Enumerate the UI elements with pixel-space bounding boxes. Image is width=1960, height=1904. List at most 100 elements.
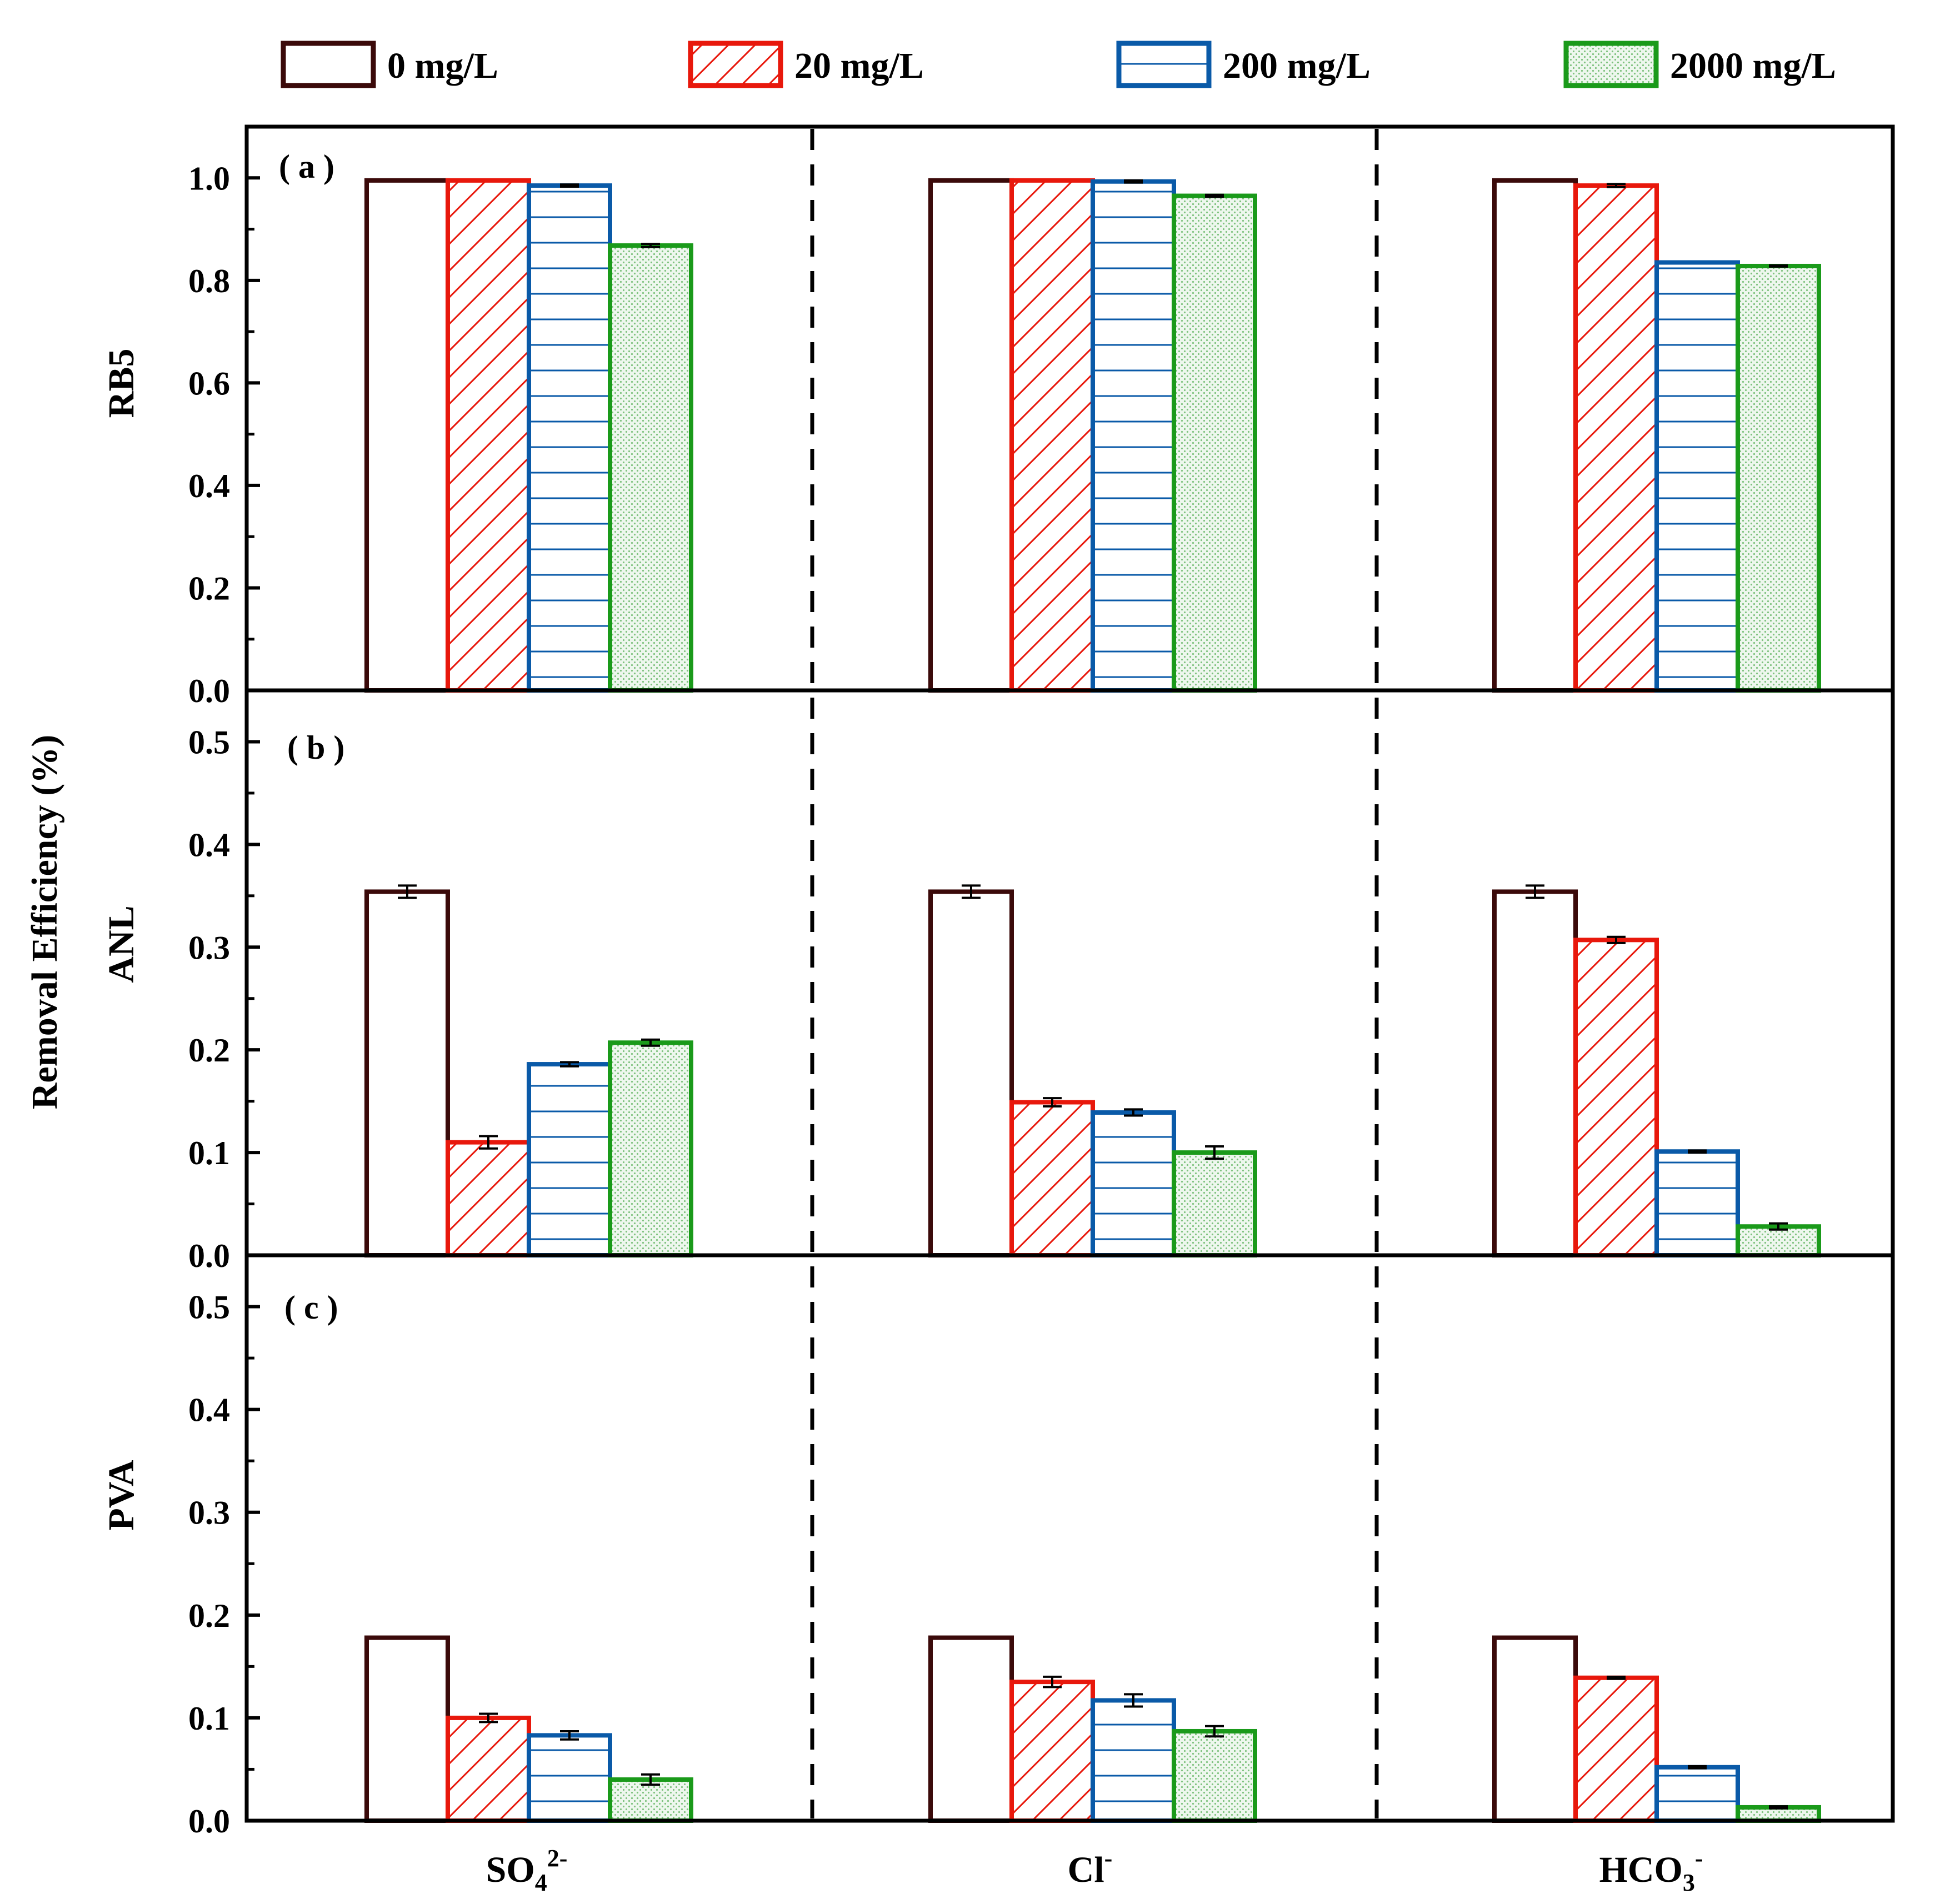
error-bar-2-2-2 — [1688, 1765, 1707, 1770]
error-bar-0-1-2 — [1124, 179, 1143, 184]
bar-0-1-2 — [1091, 179, 1176, 693]
category-label-1: Cl- — [1068, 1845, 1113, 1890]
bar-0-1-3 — [1172, 193, 1257, 693]
ytick-label-0-5: 1.0 — [188, 160, 230, 197]
error-bar-2-2-1 — [1607, 1675, 1626, 1680]
category-label-0: SO42- — [486, 1845, 568, 1896]
bar-1-0-2 — [527, 1062, 612, 1257]
error-bar-0-1-3 — [1205, 193, 1224, 198]
bar-0-2-3 — [1736, 263, 1821, 693]
ytick-label-2-1: 0.1 — [188, 1700, 230, 1737]
bar-2-1-2 — [1091, 1698, 1176, 1823]
ytick-label-0-4: 0.8 — [188, 263, 230, 299]
bar-2-2-1 — [1573, 1675, 1659, 1823]
error-bar-1-2-2 — [1688, 1149, 1707, 1154]
bar-1-1-1 — [1009, 1100, 1095, 1258]
ytick-label-1-4: 0.4 — [188, 826, 230, 863]
error-bar-0-0-2 — [560, 183, 579, 188]
ytick-label-0-2: 0.4 — [188, 468, 230, 504]
bar-0-2-1 — [1573, 183, 1659, 693]
bar-1-2-1 — [1573, 938, 1659, 1257]
error-bar-1-2-3 — [1769, 1222, 1788, 1231]
bar-1-0-0 — [364, 889, 450, 1258]
legend-label-3: 2000 mg/L — [1670, 46, 1836, 86]
error-bar-2-1-1 — [1043, 1675, 1062, 1688]
bar-2-0-0 — [364, 1635, 450, 1823]
error-bar-1-0-3 — [641, 1038, 660, 1047]
legend-label-0: 0 mg/L — [387, 46, 498, 86]
ytick-label-0-1: 0.2 — [188, 570, 230, 607]
ytick-label-2-0: 0.0 — [188, 1803, 230, 1840]
error-bar-1-1-0 — [962, 884, 981, 899]
bar-0-1-0 — [928, 178, 1014, 693]
panel-ylabel-b: ANL — [101, 905, 142, 983]
panel-label-c: ( c ) — [284, 1289, 338, 1326]
error-bar-1-2-0 — [1526, 884, 1544, 899]
error-bar-2-0-1 — [479, 1712, 498, 1723]
error-bar-2-0-2 — [560, 1730, 579, 1741]
ytick-label-1-3: 0.3 — [188, 929, 230, 966]
bar-1-0-1 — [446, 1140, 531, 1258]
error-bar-0-0-3 — [641, 243, 660, 248]
panel-label-b: ( b ) — [287, 729, 344, 766]
category-label-0-base: SO — [486, 1850, 535, 1890]
bar-0-1-1 — [1009, 178, 1095, 693]
legend-swatch-2 — [1116, 41, 1212, 88]
ytick-label-2-4: 0.4 — [188, 1392, 230, 1429]
legend-label-2: 200 mg/L — [1223, 46, 1371, 86]
panel-label-a: ( a ) — [279, 148, 334, 185]
bar-2-1-0 — [928, 1635, 1014, 1823]
bar-2-1-3 — [1172, 1728, 1257, 1823]
bar-1-2-3 — [1736, 1224, 1821, 1257]
category-label-0-sup: 2- — [547, 1845, 568, 1872]
bar-0-2-2 — [1654, 260, 1740, 693]
error-bar-1-0-1 — [479, 1135, 498, 1150]
ytick-label-2-5: 0.5 — [188, 1289, 230, 1326]
bar-1-1-3 — [1172, 1150, 1257, 1257]
bar-1-2-0 — [1492, 889, 1578, 1258]
bar-0-0-3 — [608, 243, 693, 693]
bar-1-1-2 — [1091, 1110, 1176, 1257]
ytick-label-1-0: 0.0 — [188, 1237, 230, 1274]
error-bar-2-1-3 — [1205, 1725, 1224, 1738]
error-bar-1-2-1 — [1607, 935, 1626, 944]
ytick-label-0-0: 0.0 — [188, 673, 230, 709]
category-label-0-sub: 4 — [535, 1869, 547, 1896]
bar-0-2-0 — [1492, 178, 1578, 693]
bar-1-0-3 — [608, 1040, 693, 1257]
ytick-label-1-1: 0.1 — [188, 1135, 230, 1171]
legend-swatch-3 — [1563, 41, 1659, 88]
error-bar-2-2-3 — [1769, 1805, 1788, 1810]
category-label-1-sup: - — [1104, 1845, 1113, 1872]
error-bar-2-0-3 — [641, 1773, 660, 1786]
legend-label-1: 20 mg/L — [794, 46, 924, 86]
bar-2-0-1 — [446, 1715, 531, 1823]
error-bar-1-0-0 — [398, 884, 417, 899]
ytick-label-1-5: 0.5 — [188, 724, 230, 760]
ytick-label-2-2: 0.2 — [188, 1597, 230, 1634]
category-label-2-sub: 3 — [1683, 1869, 1695, 1896]
error-bar-1-1-2 — [1124, 1108, 1143, 1117]
error-bar-0-2-1 — [1607, 183, 1626, 188]
bar-0-0-2 — [527, 183, 612, 693]
ytick-label-0-3: 0.6 — [188, 365, 230, 402]
bar-2-2-2 — [1654, 1765, 1740, 1823]
error-bar-1-1-1 — [1043, 1097, 1062, 1108]
bar-1-2-2 — [1654, 1149, 1740, 1257]
chart-layer: 0.0 0.2 0.4 0.6 0.8 1.0 0.0 0.1 0.2 0.3 0.4 0.5 0.0 0… — [188, 124, 1895, 1840]
bar-2-0-2 — [527, 1733, 612, 1823]
legend: 0 mg/L 20 mg/L 200 mg/L 2000 mg/L — [281, 41, 1836, 88]
ytick-label-1-2: 0.2 — [188, 1032, 230, 1069]
bar-2-1-1 — [1009, 1680, 1095, 1823]
error-bar-2-1-2 — [1124, 1693, 1143, 1708]
legend-swatch-0 — [281, 41, 376, 88]
error-bar-1-1-3 — [1205, 1145, 1224, 1160]
error-bar-0-2-3 — [1769, 264, 1788, 268]
panel-ylabel-c: PVA — [101, 1460, 142, 1530]
legend-swatch-1 — [688, 41, 783, 88]
category-label-1-base: Cl — [1068, 1850, 1104, 1890]
panel-ylabel-a: RB5 — [101, 349, 142, 418]
error-bar-1-0-2 — [560, 1061, 579, 1068]
bar-0-0-0 — [364, 178, 450, 693]
